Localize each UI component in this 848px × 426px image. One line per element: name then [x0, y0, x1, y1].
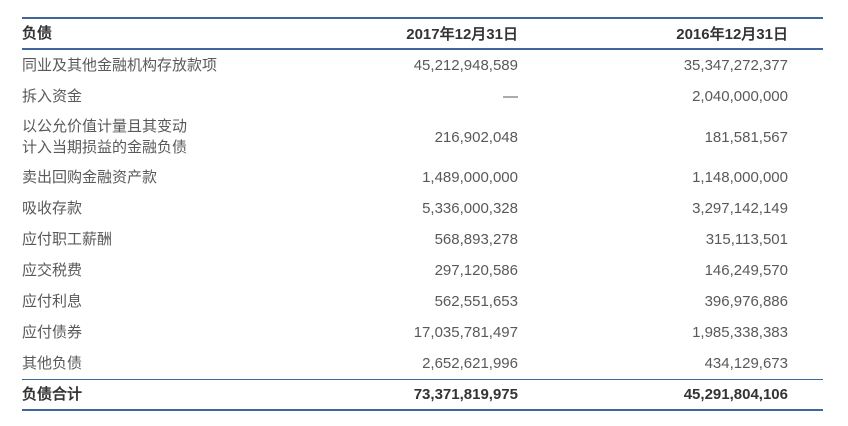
- liabilities-table: 负债 2017年12月31日 2016年12月31日 同业及其他金融机构存放款项…: [22, 17, 823, 411]
- row-value-2017: 45,212,948,589: [413, 57, 518, 74]
- row-label: 应付利息: [22, 293, 83, 310]
- row-value-2017: 562,551,653: [434, 293, 518, 310]
- row-label: 以公允价值计量且其变动 计入当期损益的金融负债: [22, 118, 188, 156]
- row-label: 应付职工薪酬: [22, 231, 113, 248]
- row-value-2017: 568,893,278: [434, 231, 518, 248]
- header-col-2017: 2017年12月31日: [406, 26, 518, 43]
- table-row: 应交税费 297,120,586 146,249,570: [22, 255, 823, 286]
- row-value-2017: 2,652,621,996: [422, 355, 518, 372]
- row-value-2017: 1,489,000,000: [422, 169, 518, 186]
- table-row: 应付职工薪酬 568,893,278 315,113,501: [22, 224, 823, 255]
- row-value-2017: —: [503, 88, 518, 105]
- row-value-2016: 146,249,570: [704, 262, 788, 279]
- table-row: 卖出回购金融资产款 1,489,000,000 1,148,000,000: [22, 162, 823, 193]
- table-row: 吸收存款 5,336,000,328 3,297,142,149: [22, 193, 823, 224]
- table-row: 以公允价值计量且其变动 计入当期损益的金融负债 216,902,048 181,…: [22, 112, 823, 162]
- row-value-2017: 216,902,048: [434, 128, 518, 146]
- row-label: 拆入资金: [22, 88, 83, 105]
- row-label: 卖出回购金融资产款: [22, 169, 158, 186]
- table-total-row: 负债合计 73,371,819,975 45,291,804,106: [22, 379, 823, 411]
- header-section-label: 负债: [22, 25, 53, 42]
- row-label: 同业及其他金融机构存放款项: [22, 57, 218, 74]
- table-row: 应付利息 562,551,653 396,976,886: [22, 286, 823, 317]
- table-row: 同业及其他金融机构存放款项 45,212,948,589 35,347,272,…: [22, 50, 823, 81]
- row-value-2016: 396,976,886: [704, 293, 788, 310]
- table-header-row: 负债 2017年12月31日 2016年12月31日: [22, 19, 823, 50]
- total-label: 负债合计: [22, 386, 83, 403]
- row-value-2016: 181,581,567: [704, 128, 788, 146]
- row-value-2016: 1,985,338,383: [692, 324, 788, 341]
- row-value-2017: 17,035,781,497: [413, 324, 518, 341]
- total-value-2016: 45,291,804,106: [683, 386, 788, 403]
- row-value-2016: 1,148,000,000: [692, 169, 788, 186]
- total-value-2017: 73,371,819,975: [413, 386, 518, 403]
- row-label: 应交税费: [22, 262, 83, 279]
- table-row: 拆入资金 — 2,040,000,000: [22, 81, 823, 112]
- table-row: 其他负债 2,652,621,996 434,129,673: [22, 348, 823, 379]
- row-label: 其他负债: [22, 355, 83, 372]
- row-value-2017: 5,336,000,328: [422, 200, 518, 217]
- row-value-2017: 297,120,586: [434, 262, 518, 279]
- header-col-2016: 2016年12月31日: [676, 26, 788, 43]
- row-value-2016: 2,040,000,000: [692, 88, 788, 105]
- row-label: 应付债券: [22, 324, 83, 341]
- row-label: 吸收存款: [22, 200, 83, 217]
- row-value-2016: 35,347,272,377: [683, 57, 788, 74]
- row-value-2016: 315,113,501: [705, 231, 788, 248]
- row-value-2016: 434,129,673: [704, 355, 788, 372]
- row-value-2016: 3,297,142,149: [692, 200, 788, 217]
- table-row: 应付债券 17,035,781,497 1,985,338,383: [22, 317, 823, 348]
